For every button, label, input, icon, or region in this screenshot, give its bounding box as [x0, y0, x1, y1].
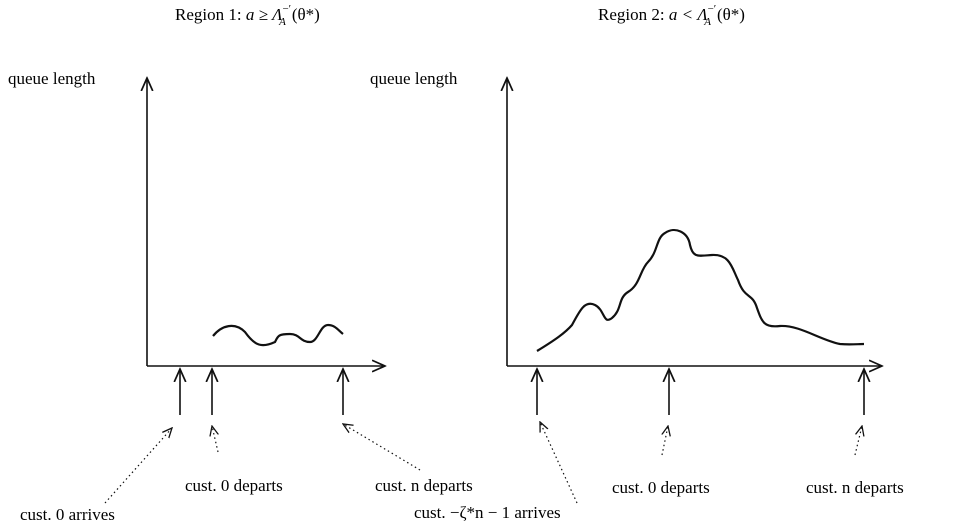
y-axis-label: queue length	[370, 69, 458, 88]
queue-curve	[536, 228, 865, 352]
annotation: cust. −ζ*n − 1 arrives	[414, 503, 561, 522]
panel-title: Region 1: a ≥ Λ−′ A (θ*)	[175, 3, 320, 28]
annotation: cust. 0 departs	[185, 476, 283, 495]
axes	[147, 78, 385, 415]
panel-title: Region 2: a < Λ−′ A (θ*)	[598, 3, 745, 28]
axes	[507, 78, 882, 415]
y-axis-label: queue length	[8, 69, 96, 88]
annotation: cust. n departs	[806, 478, 904, 497]
annotation: cust. 0 arrives	[20, 505, 115, 524]
queue-curve	[212, 323, 344, 347]
annotation: cust. n departs	[375, 476, 473, 495]
annotation: cust. 0 departs	[612, 478, 710, 497]
